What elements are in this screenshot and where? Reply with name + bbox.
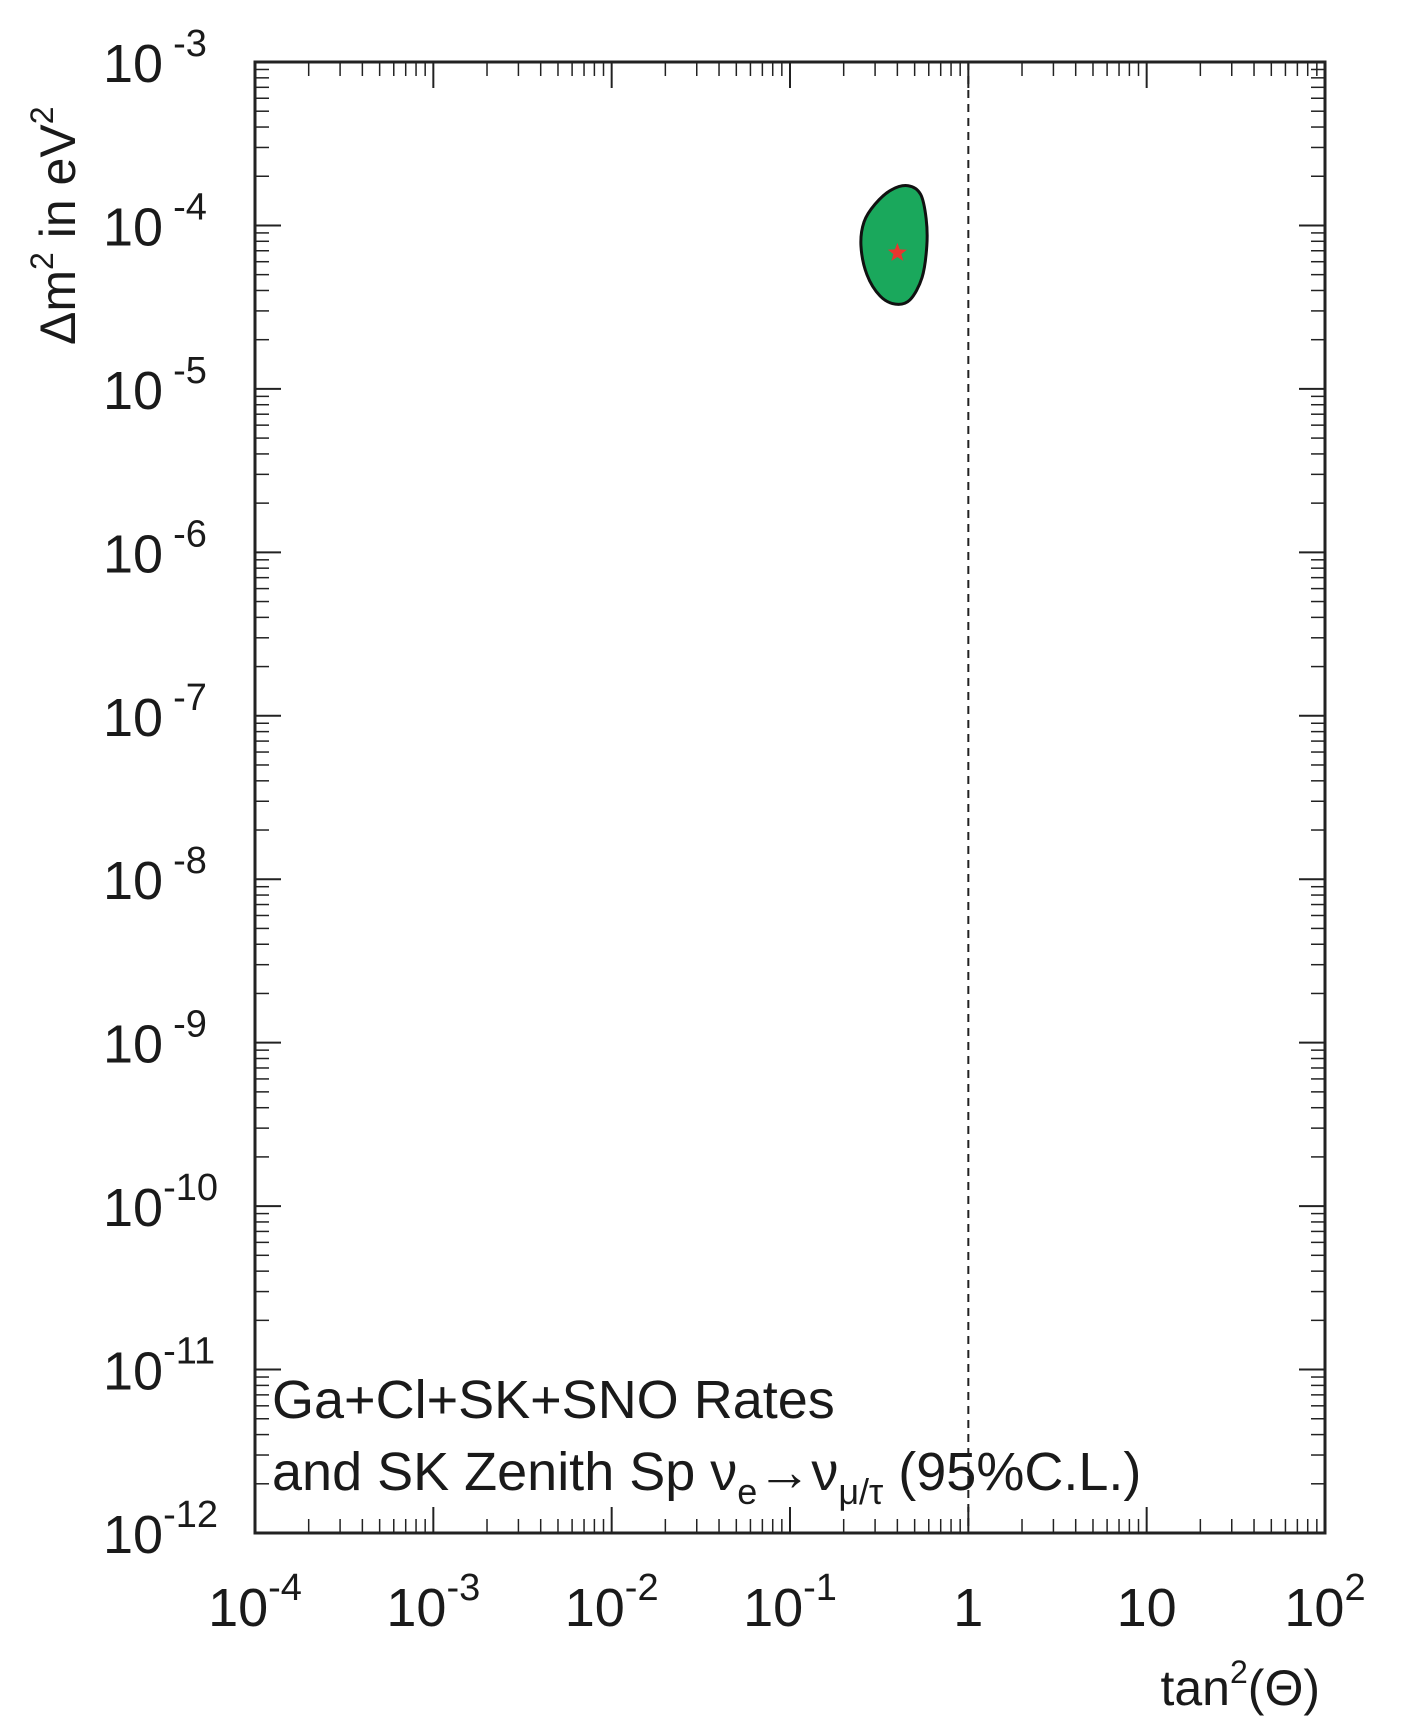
x-tick-label: 102 (1284, 1567, 1365, 1638)
y-tick-label: 10-10 (103, 1167, 218, 1238)
y-tick-label: 10 -3 (103, 23, 207, 94)
annotation-sub-e: e (737, 1471, 757, 1512)
annotation-line-2: and SK Zenith Sp νe→νμ/τ (95%C.L.) (272, 1442, 1141, 1512)
x-tick-label: 1 (953, 1578, 983, 1638)
y-tick-label: 10-11 (103, 1331, 215, 1402)
y-tick-label: 10 -5 (103, 350, 207, 421)
x-tick-labels: 10-4 10-3 10-2 10-1 1 10 102 (208, 1567, 1366, 1638)
x-tick-label: 10-3 (386, 1567, 480, 1638)
allowed-region (859, 184, 929, 306)
x-axis-title: tan2(Θ) (1160, 1654, 1320, 1716)
y-tick-labels: 10-3 10-4 10-5 10-6 10-7 10-8 10 -9 10-10 10-11 10… (103, 23, 218, 1565)
y-axis-title: Δm2 in eV2 (24, 106, 86, 345)
x-tick-label: 10-4 (208, 1567, 302, 1638)
x-tick-label: 10 (1117, 1578, 1177, 1638)
y-axis-title-sup1: 2 (24, 252, 60, 270)
x-tick-label: 10-1 (743, 1567, 837, 1638)
y-tick-label: 10 -8 (103, 840, 207, 911)
annotation-cl: (95%C.L.) (883, 1442, 1141, 1502)
y-axis-title-sup2: 2 (24, 106, 60, 124)
annotation-line-1: Ga+Cl+SK+SNO Rates (272, 1370, 835, 1430)
annotation-nu-mutau: ν (811, 1442, 838, 1502)
x-axis-title-rest: (Θ) (1248, 1660, 1320, 1716)
y-axis-title-mid: in eV (30, 124, 86, 253)
y-tick-label: 10 -7 (103, 677, 207, 748)
y-tick-label: 10 -4 (103, 186, 207, 257)
plot-frame (253, 60, 1327, 1535)
x-axis-title-base: tan (1160, 1660, 1230, 1716)
y-tick-label: 10 -6 (103, 513, 207, 584)
major-ticks (254, 61, 1326, 1534)
best-fit-star (887, 242, 907, 261)
y-tick-label: 10 -9 (103, 1004, 207, 1075)
x-axis-title-sup: 2 (1230, 1654, 1248, 1690)
y-tick-label: 10-12 (103, 1494, 218, 1565)
annotation-nu-e: ν (710, 1442, 737, 1502)
x-tick-label: 10-2 (565, 1567, 659, 1638)
y-axis-title-pre: Δm (30, 270, 86, 345)
annotation-text: and SK Zenith Sp (272, 1442, 710, 1502)
annotation-arrow: → (757, 1442, 811, 1502)
minor-ticks (255, 62, 1325, 1533)
annotation-sub-mutau: μ/τ (838, 1471, 883, 1512)
